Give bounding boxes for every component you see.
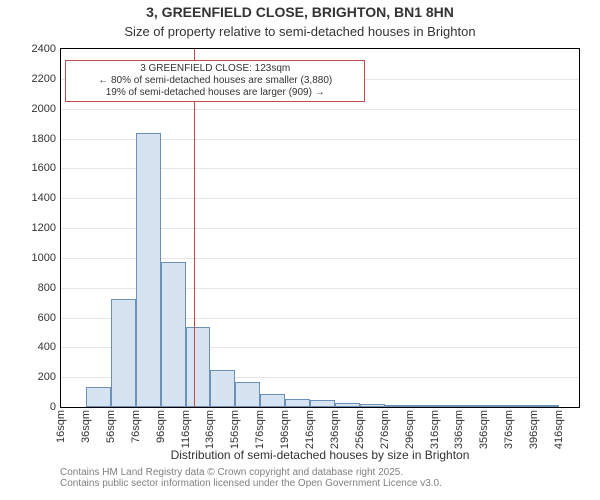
histogram-bar <box>385 405 410 407</box>
x-tick-label: 156sqm <box>229 410 241 449</box>
plot-area: 3 GREENFIELD CLOSE: 123sqm← 80% of semi-… <box>60 48 580 408</box>
x-tick-label: 376sqm <box>503 410 515 449</box>
histogram-bar <box>335 403 360 407</box>
histogram-bar <box>186 327 211 407</box>
histogram-bar <box>534 405 559 407</box>
histogram-bar <box>111 299 136 407</box>
y-tick-label: 800 <box>6 282 60 294</box>
x-tick-label: 76sqm <box>130 410 142 443</box>
y-tick-label: 2000 <box>6 103 60 115</box>
histogram-bar <box>136 133 161 407</box>
x-tick-label: 236sqm <box>329 410 341 449</box>
chart-subtitle: Size of property relative to semi-detach… <box>0 24 600 39</box>
x-axis-label: Distribution of semi-detached houses by … <box>60 448 580 462</box>
histogram-bar <box>161 262 186 407</box>
y-tick-label: 600 <box>6 312 60 324</box>
chart-container: 3, GREENFIELD CLOSE, BRIGHTON, BN1 8HN S… <box>0 0 600 500</box>
chart-footnote: Contains HM Land Registry data © Crown c… <box>60 467 580 489</box>
gridline <box>61 109 579 110</box>
histogram-bar <box>435 405 460 407</box>
annotation-box: 3 GREENFIELD CLOSE: 123sqm← 80% of semi-… <box>65 60 365 102</box>
histogram-bar <box>86 387 111 407</box>
x-tick-label: 136sqm <box>204 410 216 449</box>
footnote-line: Contains public sector information licen… <box>60 478 580 489</box>
histogram-bar <box>210 370 235 407</box>
histogram-bar <box>509 405 534 407</box>
footnote-line: Contains HM Land Registry data © Crown c… <box>60 467 580 478</box>
histogram-bar <box>285 399 310 408</box>
histogram-bar <box>310 400 335 407</box>
y-tick-label: 400 <box>6 341 60 353</box>
x-tick-label: 216sqm <box>304 410 316 449</box>
x-tick-label: 176sqm <box>254 410 266 449</box>
x-tick-label: 36sqm <box>80 410 92 443</box>
x-tick-label: 196sqm <box>279 410 291 449</box>
y-tick-label: 1600 <box>6 162 60 174</box>
histogram-bar <box>459 405 484 407</box>
x-tick-label: 316sqm <box>429 410 441 449</box>
y-tick-label: 1000 <box>6 252 60 264</box>
x-tick-label: 396sqm <box>528 410 540 449</box>
x-tick-label: 256sqm <box>354 410 366 449</box>
histogram-bar <box>410 405 435 407</box>
chart-title: 3, GREENFIELD CLOSE, BRIGHTON, BN1 8HN <box>0 4 600 20</box>
x-tick-label: 116sqm <box>180 410 192 448</box>
y-tick-label: 1200 <box>6 222 60 234</box>
y-tick-label: 2200 <box>6 73 60 85</box>
x-tick-label: 276sqm <box>379 410 391 449</box>
histogram-bar <box>360 404 385 407</box>
histogram-bar <box>484 405 509 407</box>
x-tick-label: 96sqm <box>155 410 167 443</box>
x-tick-label: 356sqm <box>478 410 490 449</box>
histogram-bar <box>235 382 260 407</box>
annotation-line: 19% of semi-detached houses are larger (… <box>70 87 360 99</box>
y-tick-label: 2400 <box>6 43 60 55</box>
y-tick-label: 1400 <box>6 192 60 204</box>
x-tick-label: 16sqm <box>55 410 67 443</box>
x-tick-label: 56sqm <box>105 410 117 443</box>
y-tick-label: 0 <box>6 401 60 413</box>
x-tick-label: 296sqm <box>404 410 416 449</box>
annotation-line: ← 80% of semi-detached houses are smalle… <box>70 75 360 87</box>
y-tick-label: 200 <box>6 371 60 383</box>
annotation-line: 3 GREENFIELD CLOSE: 123sqm <box>70 63 360 75</box>
x-tick-label: 336sqm <box>453 410 465 449</box>
y-tick-label: 1800 <box>6 133 60 145</box>
x-tick-label: 416sqm <box>553 410 565 449</box>
histogram-bar <box>260 394 285 407</box>
reference-line <box>194 49 195 407</box>
